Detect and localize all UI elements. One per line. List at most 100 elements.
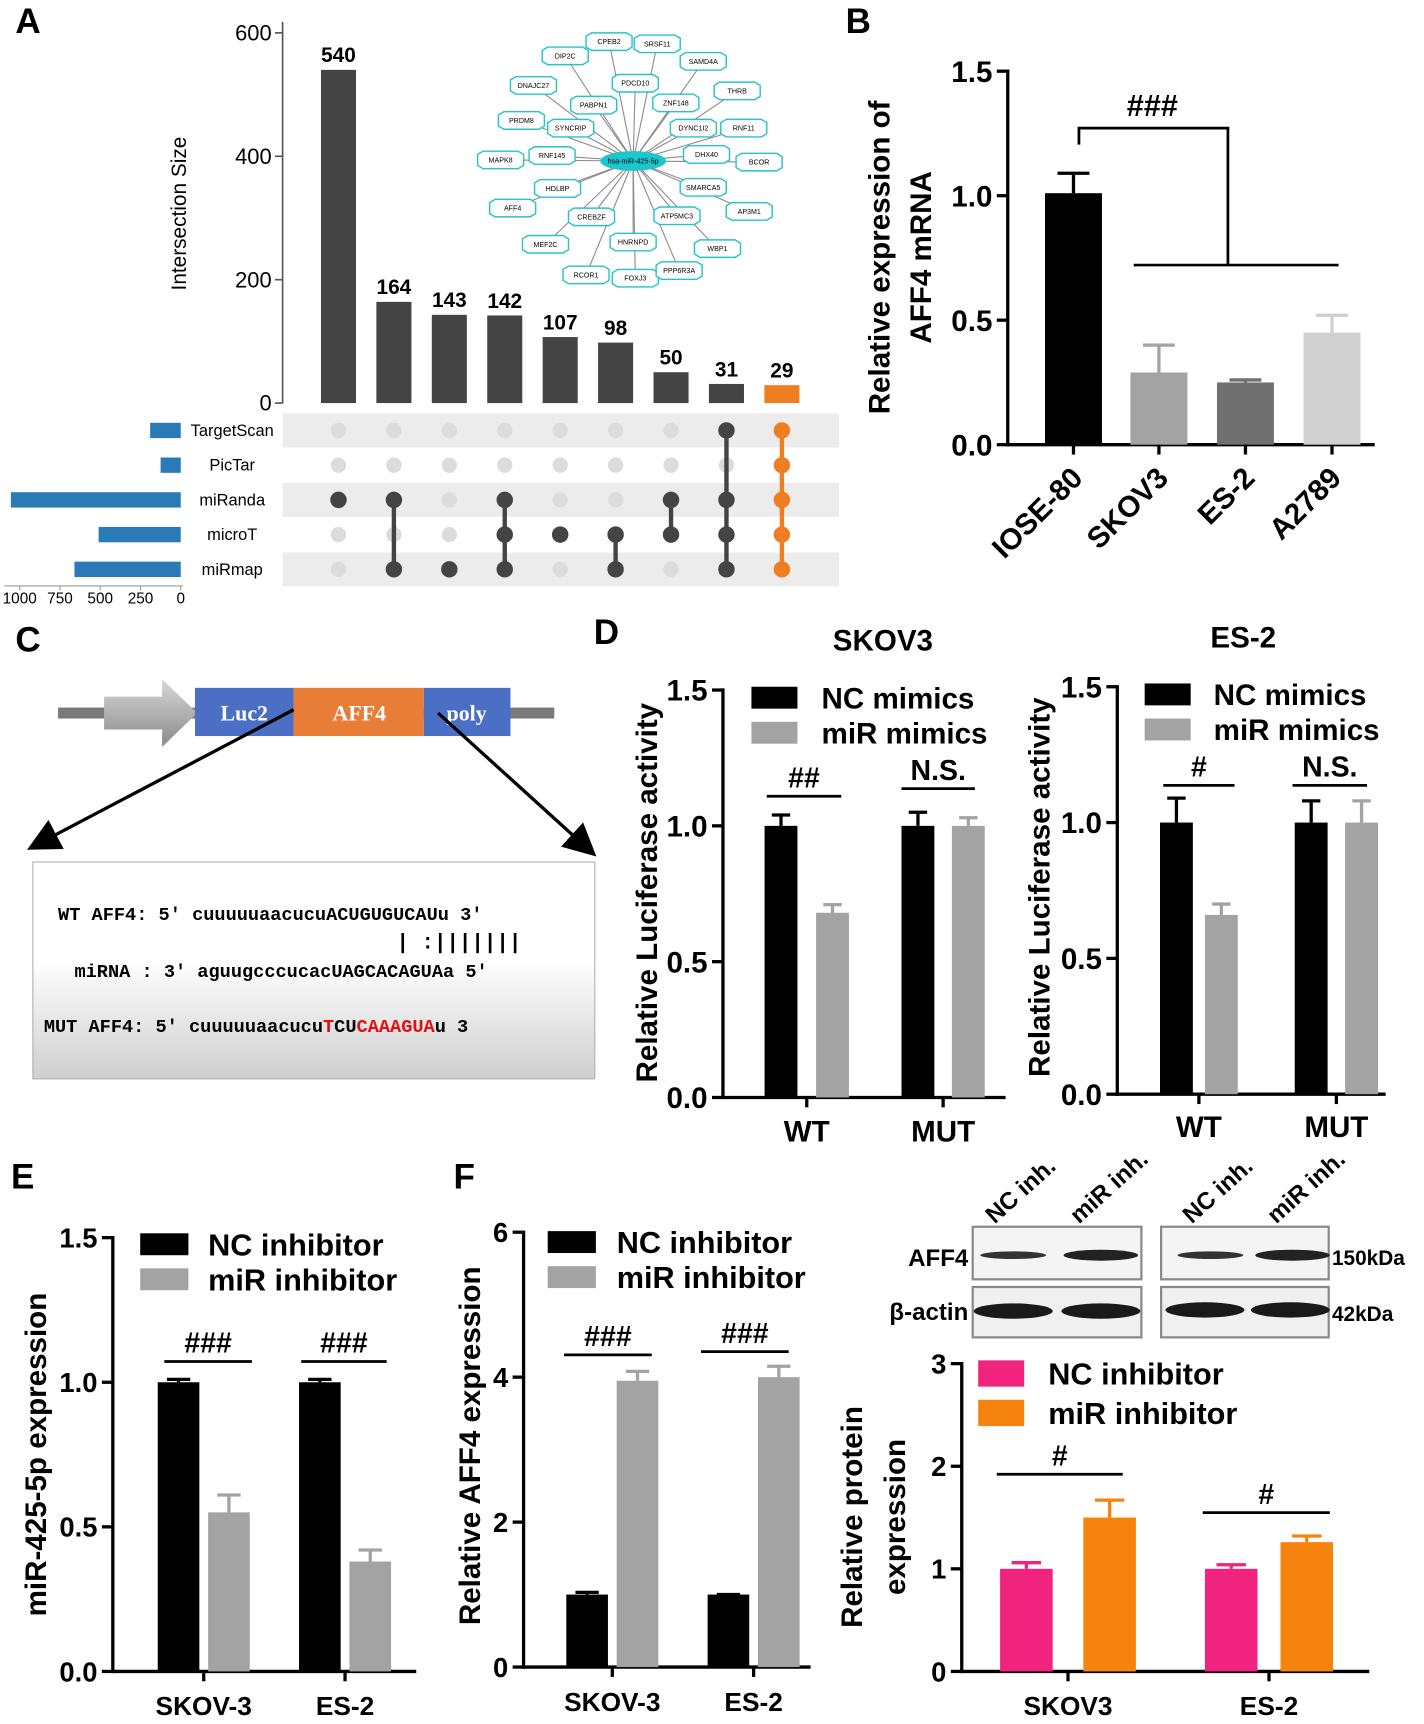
active-dot <box>662 526 680 543</box>
x-tick-label: ES-2 <box>316 1691 374 1721</box>
set-tick-label: 250 <box>128 591 154 608</box>
band <box>1177 1251 1244 1260</box>
network-node <box>633 34 681 54</box>
set-tick-label: 500 <box>87 591 113 608</box>
y-tick-label: 0.0 <box>951 429 992 462</box>
bar-value-label: 540 <box>321 44 356 67</box>
set-tick-label: 1000 <box>3 591 37 608</box>
mutated-base: CAAAGUA <box>357 1016 436 1038</box>
network-center <box>600 151 666 171</box>
x-tick-label: WT <box>1176 1111 1222 1144</box>
y-axis-label: Relative Luciferase activity <box>1023 697 1056 1077</box>
bar <box>1294 822 1328 1095</box>
bar <box>901 825 935 1098</box>
network-node <box>533 178 582 198</box>
panel-letter: E <box>11 1157 34 1196</box>
legend-swatch <box>751 686 798 709</box>
sequence-part: MUT AFF4: 5' cuuuuuaacucu <box>44 1016 323 1038</box>
network-node <box>585 32 633 52</box>
y-tick-label: 4 <box>493 1362 509 1393</box>
western-blot: NC inh. miR inh. NC inh. miR inh. AFF4 β… <box>889 1145 1405 1339</box>
bar <box>707 1594 750 1668</box>
network-edge <box>632 83 636 162</box>
y-axis-label: Intersection Size <box>168 137 191 291</box>
network-node <box>562 265 610 285</box>
y-tick-label: 0 <box>493 1652 508 1683</box>
bar <box>816 912 849 1098</box>
active-dot <box>773 491 791 509</box>
x-tick-label: ES-2 <box>724 1687 782 1717</box>
node-label: MAPK8 <box>489 156 513 164</box>
bar <box>431 314 467 404</box>
active-dot <box>551 526 569 543</box>
network-node <box>669 118 718 138</box>
segment-label: poly <box>447 701 487 726</box>
annotation: N.S. <box>911 755 966 787</box>
bar-value-label: 29 <box>770 360 793 383</box>
y-tick-label: 2 <box>931 1451 946 1482</box>
set-size-bar <box>160 457 181 473</box>
segment <box>194 687 294 737</box>
band <box>1250 1302 1330 1318</box>
set-size-bar <box>150 422 181 439</box>
inactive-dot <box>497 422 513 439</box>
legend-label: NC inhibitor <box>208 1228 383 1262</box>
inactive-dot <box>607 492 624 508</box>
chart-title: ES-2 <box>1210 621 1276 654</box>
inactive-dot <box>552 422 568 439</box>
network-node <box>653 206 701 226</box>
inactive-dot <box>607 422 624 439</box>
network-node <box>713 81 761 101</box>
node-label: HDLBP <box>546 185 570 193</box>
band <box>1061 1303 1141 1319</box>
zoom-arrow <box>27 708 295 850</box>
network-node <box>655 261 703 281</box>
y-axis-label: miR-425-5p expression <box>20 1293 53 1617</box>
y-tick-label: 0 <box>931 1656 946 1687</box>
legend-swatch <box>547 1266 596 1289</box>
bar <box>1130 372 1188 445</box>
network-node <box>693 239 742 259</box>
node-label: DNAJC27 <box>518 82 550 90</box>
active-dot <box>773 526 791 543</box>
bar-value-label: 31 <box>715 358 738 381</box>
segment <box>423 687 511 737</box>
active-dot <box>773 422 791 439</box>
inactive-dot <box>497 457 513 473</box>
x-tick-label: SKOV3 <box>1023 1691 1112 1721</box>
y-axis-label: Relative Luciferase activity <box>631 702 664 1082</box>
inactive-dot <box>330 561 347 578</box>
legend-swatch <box>978 1360 1025 1387</box>
node-label: SYNCRIP <box>555 125 587 133</box>
node-label: WBP1 <box>707 245 727 253</box>
legend-label: miR inhibitor <box>617 1261 806 1295</box>
bar <box>598 342 634 404</box>
active-dot <box>718 491 735 509</box>
sequence-part: CU <box>334 1016 356 1038</box>
mirna-sequence: miRNA : 3' aguugcccucacUAGCACAGUAa 5′ <box>74 961 487 983</box>
node-label: CREBZF <box>577 213 606 221</box>
band <box>1165 1302 1245 1318</box>
x-tick-label: IOSE-80 <box>986 461 1090 564</box>
inactive-dot <box>330 422 347 439</box>
node-label: PPP6R3A <box>663 267 695 275</box>
annotation: ### <box>184 1328 232 1360</box>
set-tick-label: 0 <box>176 591 185 608</box>
node-label: DHX40 <box>695 151 718 159</box>
y-tick-label: 1.5 <box>951 56 992 89</box>
network-node <box>735 152 783 172</box>
legend-swatch <box>1144 683 1191 706</box>
y-axis-label: Relative expression of <box>863 100 896 414</box>
y-tick-label: 1.0 <box>667 811 708 844</box>
node-label: ZNF148 <box>663 99 689 107</box>
node-label: PRDM8 <box>509 117 534 125</box>
network-node <box>679 51 727 71</box>
x-tick-label: SKOV-3 <box>564 1687 660 1717</box>
legend-swatch <box>751 721 798 744</box>
wt-sequence: WT AFF4: 5' cuuuuuaacucuACUGUGUCAUu 3' <box>58 904 482 926</box>
mutated-base: T <box>323 1016 334 1038</box>
bar <box>1303 332 1361 445</box>
lane-label: NC inh. <box>1178 1153 1259 1229</box>
construct-diagram: Luc2 AFF4 poly WT AFF4: 5' cuuuuuaacucuA… <box>27 679 597 1080</box>
